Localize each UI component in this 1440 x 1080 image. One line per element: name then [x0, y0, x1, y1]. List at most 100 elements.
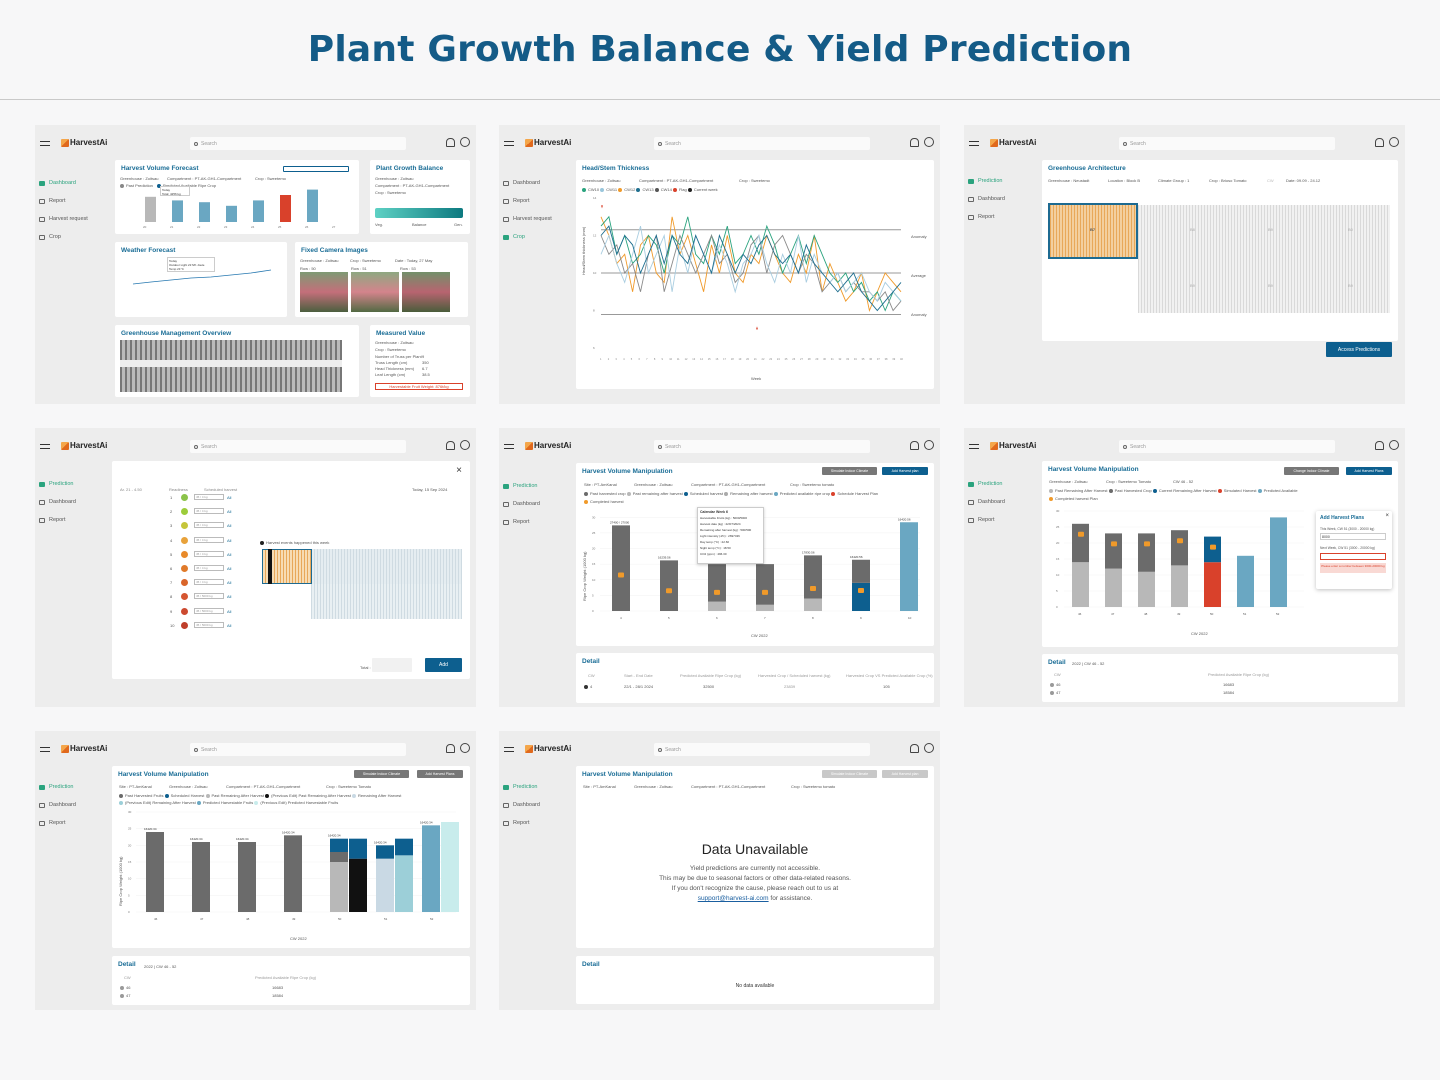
user-icon[interactable]	[924, 743, 934, 753]
harvest-input[interactable]: 45 / 5000 kg	[194, 621, 224, 628]
filter-greenhouse[interactable]: Greenhouse : Zoitsau	[634, 482, 673, 487]
filter-greenhouse[interactable]: Greenhouse : Neustadt	[1048, 178, 1090, 183]
menu-icon[interactable]	[504, 141, 514, 146]
nav-dashboard[interactable]: Dashboard	[968, 196, 1005, 202]
search-input[interactable]: Search	[654, 137, 870, 150]
user-icon[interactable]	[1389, 440, 1399, 450]
add-harvest-plan-button[interactable]: Add Harvest plan	[882, 770, 928, 778]
filter-cw[interactable]: CW 46 - 52	[1173, 479, 1194, 484]
filter-date[interactable]: Date: 09.09 - 24.12	[1286, 178, 1321, 183]
greenhouse-grid[interactable]	[1138, 205, 1390, 313]
nav-prediction[interactable]: Prediction	[968, 178, 1002, 184]
search-input[interactable]: Search	[190, 137, 406, 150]
schedule-grid-lower[interactable]	[311, 584, 462, 619]
nav-prediction[interactable]: Prediction	[39, 784, 73, 790]
filter-crop[interactable]: Crop : Sweetemo	[739, 178, 770, 183]
filter-crop[interactable]: Crop : Sweetemo	[350, 258, 381, 263]
filter-compartment[interactable]: Compartment : PT-AK-GH1-Compartment	[167, 176, 242, 181]
nav-report[interactable]: Report	[968, 214, 995, 220]
search-input[interactable]: Search	[1119, 440, 1335, 453]
filter-greenhouse[interactable]: Greenhouse : Zoitsau	[120, 176, 159, 181]
all-button[interactable]: All	[227, 566, 232, 571]
change-climate-button[interactable]: Change Indoor Climate	[1284, 467, 1339, 475]
filter-compartment[interactable]: Compartment : PT-AK-GH1-Compartment	[691, 482, 766, 487]
nav-report[interactable]: Report	[39, 517, 66, 523]
filter-crop[interactable]: Crop : Sweetemo tomato	[791, 784, 836, 789]
user-icon[interactable]	[460, 743, 470, 753]
filter-crop[interactable]: Crop : Sweetemo	[255, 176, 286, 181]
filter-compartment[interactable]: Compartment : PT-AK-GH1-Compartment	[375, 183, 450, 188]
user-icon[interactable]	[924, 137, 934, 147]
menu-icon[interactable]	[504, 747, 514, 752]
bell-icon[interactable]	[1375, 138, 1384, 147]
search-input[interactable]: Search	[1119, 137, 1335, 150]
filter-crop[interactable]: Crop : Sweetemo Tomato	[326, 784, 372, 789]
add-harvest-plans-button[interactable]: Add Harvest Plans	[417, 770, 463, 778]
close-icon[interactable]: ×	[1385, 513, 1389, 519]
detail-row[interactable]: 4	[584, 684, 592, 689]
filter-crop[interactable]: Crop : Sweetemo	[375, 190, 406, 195]
all-button[interactable]: All	[227, 495, 232, 500]
filter-greenhouse[interactable]: Greenhouse : Zoitsau	[375, 340, 414, 345]
nav-dashboard[interactable]: Dashboard	[503, 501, 540, 507]
nav-report[interactable]: Report	[503, 519, 530, 525]
filter-site[interactable]: Site : PT-AmKanal	[583, 784, 616, 789]
menu-icon[interactable]	[504, 444, 514, 449]
nav-report[interactable]: Report	[503, 820, 530, 826]
schedule-grid-future[interactable]	[311, 549, 462, 584]
camera-image[interactable]	[402, 272, 450, 312]
bell-icon[interactable]	[1375, 441, 1384, 450]
nav-dashboard[interactable]: Dashboard	[503, 802, 540, 808]
harvest-input[interactable]: 45 / 4 kg	[194, 522, 224, 529]
nav-prediction[interactable]: Prediction	[39, 481, 73, 487]
filter-greenhouse[interactable]: Greenhouse : Zoitsau	[169, 784, 208, 789]
date-selector[interactable]: Today, 15 Sep 2024	[412, 487, 448, 492]
filter-crop[interactable]: Crop : Sweetemo tomato	[790, 482, 835, 487]
simulate-climate-button[interactable]: Simulate Indoor Climate	[822, 770, 877, 778]
bell-icon[interactable]	[446, 744, 455, 753]
add-button[interactable]: Add	[425, 658, 462, 672]
camera-image[interactable]	[300, 272, 348, 312]
all-button[interactable]: All	[227, 622, 232, 628]
close-icon[interactable]: ×	[456, 465, 462, 476]
nav-dashboard[interactable]: Dashboard	[503, 180, 540, 186]
harvest-input[interactable]: 45 / 4 kg	[194, 494, 224, 500]
nav-prediction[interactable]: Prediction	[968, 481, 1002, 487]
filter-crop[interactable]: Crop : Brioso Tomato	[1209, 178, 1247, 183]
filter-date[interactable]: Date : Today, 27 May	[395, 258, 433, 263]
bell-icon[interactable]	[910, 138, 919, 147]
filter-compartment[interactable]: Compartment : PT-AK-GH1-Compartment	[639, 178, 714, 183]
selected-week[interactable]	[262, 549, 312, 584]
menu-icon[interactable]	[40, 141, 50, 146]
search-input[interactable]: Search	[654, 440, 870, 453]
total-field[interactable]	[372, 658, 412, 672]
harvest-input[interactable]: 45 / 4 kg	[194, 536, 224, 543]
nav-report[interactable]: Report	[39, 820, 66, 826]
bell-icon[interactable]	[446, 441, 455, 450]
filter-greenhouse[interactable]: Greenhouse : Zoitsau	[634, 784, 673, 789]
filter-site[interactable]: Site : PT-AmKanal	[119, 784, 152, 789]
filter-location[interactable]: Location : Block B	[1108, 178, 1141, 183]
nav-dashboard[interactable]: Dashboard	[39, 499, 76, 505]
harvest-input[interactable]: 45 / 4 kg	[194, 579, 224, 586]
filter-climate-group[interactable]: Climate Group : 1	[1158, 178, 1190, 183]
search-input[interactable]: Search	[190, 440, 406, 453]
harvest-input[interactable]: 45 / 4 kg	[194, 508, 224, 515]
this-week-input[interactable]: 8000	[1320, 533, 1386, 540]
user-icon[interactable]	[460, 440, 470, 450]
nav-dashboard[interactable]: Dashboard	[39, 180, 76, 186]
nav-crop[interactable]: Crop	[39, 234, 61, 240]
nav-crop[interactable]: Crop	[503, 234, 525, 240]
all-button[interactable]: All	[227, 580, 232, 586]
bell-icon[interactable]	[910, 744, 919, 753]
harvest-input[interactable]: 45 / 4 kg	[194, 565, 224, 571]
bell-icon[interactable]	[446, 138, 455, 147]
filter-site[interactable]: Site : PT-AmKanal	[584, 482, 617, 487]
user-icon[interactable]	[1389, 137, 1399, 147]
add-harvest-plans-button[interactable]: Add Harvest Plans	[1346, 467, 1392, 475]
harvest-input[interactable]: 45 / 4 kg	[194, 550, 224, 557]
filter-greenhouse[interactable]: Greenhouse : Zoitsau	[375, 176, 414, 181]
user-icon[interactable]	[460, 137, 470, 147]
all-button[interactable]: All	[227, 594, 232, 600]
detail-row[interactable]: 47	[1050, 690, 1060, 695]
